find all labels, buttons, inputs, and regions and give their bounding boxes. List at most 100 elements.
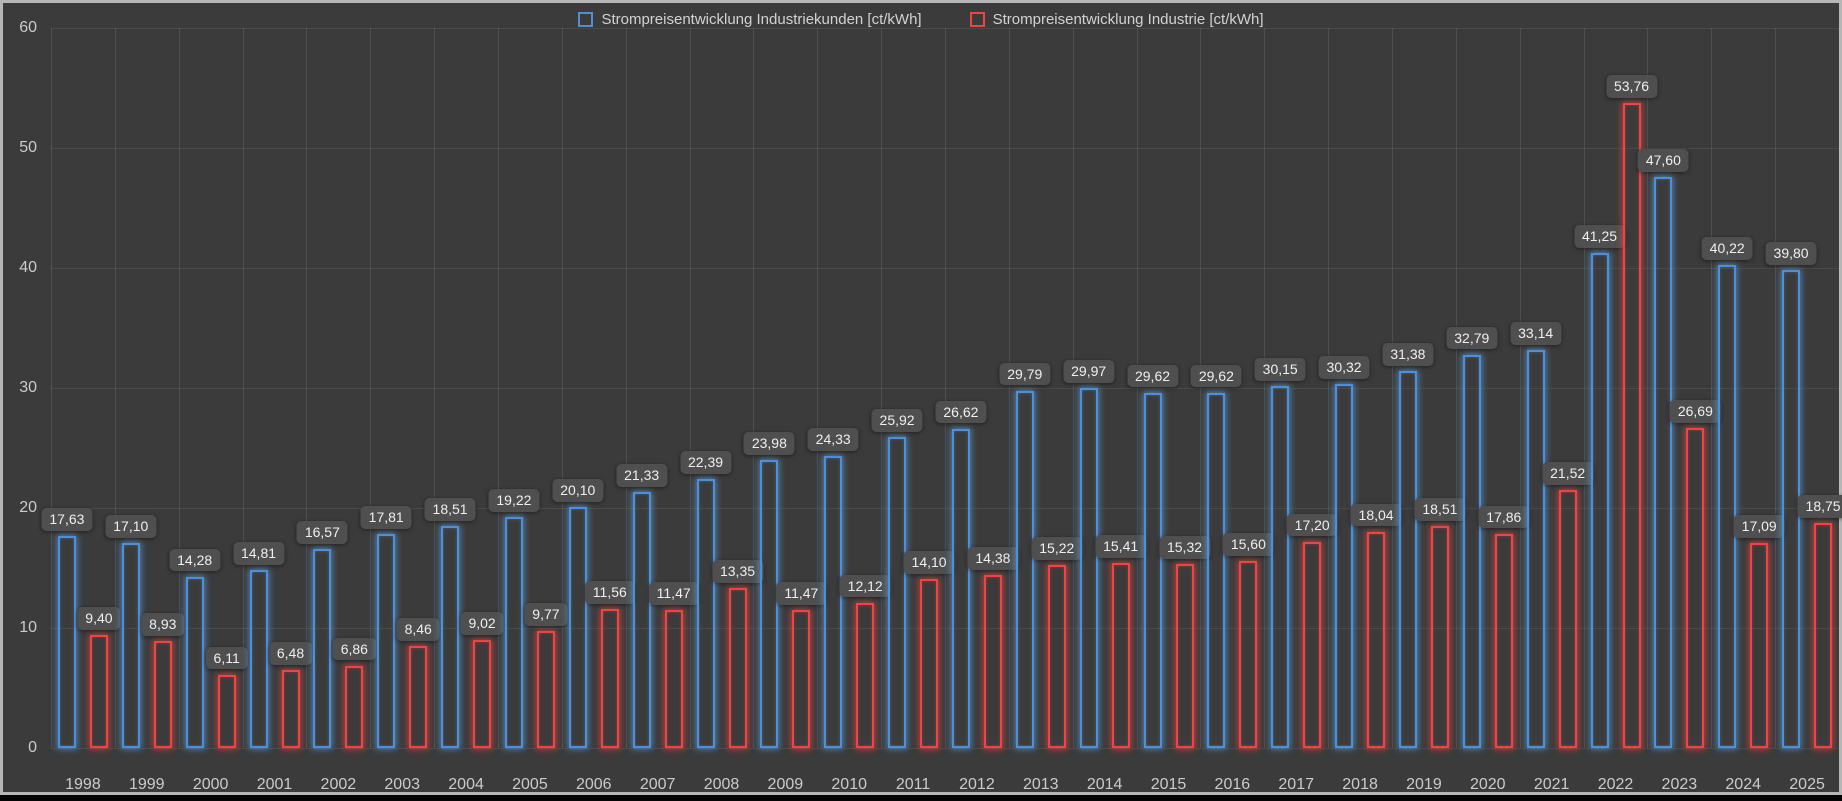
value-label-industrie-2024: 17,09 [1733, 514, 1785, 538]
bar-industrie-1998 [89, 635, 108, 748]
x-gridline [1455, 28, 1457, 748]
value-label-industrie-2002: 6,86 [332, 637, 376, 661]
x-axis-label-1999: 1999 [128, 776, 165, 793]
bar-industriekunden-2005 [504, 517, 523, 748]
y-gridline [51, 748, 1839, 749]
y-gridline [51, 28, 1839, 29]
x-axis-label-2013: 2013 [1022, 776, 1059, 793]
x-axis-label-2016: 2016 [1214, 776, 1251, 793]
bar-industriekunden-2014 [1079, 388, 1098, 748]
bar-industriekunden-1999 [121, 542, 140, 748]
x-axis-label-2020: 2020 [1469, 776, 1506, 793]
value-label-industrie-2025: 18,75 [1797, 495, 1842, 518]
x-axis-label-2000: 2000 [192, 776, 229, 793]
bar-industrie-2013 [1047, 565, 1066, 748]
bar-industriekunden-2024 [1718, 265, 1737, 748]
x-axis-label-2007: 2007 [639, 776, 676, 793]
x-gridline [945, 28, 946, 748]
x-axis-label-2014: 2014 [1086, 776, 1123, 793]
legend-item-industriekunden: Strompreisentwicklung Industriekunden [c… [578, 11, 922, 28]
x-gridline [689, 28, 691, 748]
x-gridline [1200, 28, 1202, 748]
y-axis-label: 50 [19, 139, 37, 156]
value-label-industrie-2008: 13,35 [711, 559, 764, 583]
bar-industrie-2000 [217, 674, 236, 748]
x-axis-label-2011: 2011 [895, 776, 931, 793]
bar-industriekunden-2003 [377, 534, 396, 748]
x-axis-label-2002: 2002 [320, 776, 357, 793]
x-axis-label-2001: 2001 [256, 776, 293, 793]
x-axis-label-2005: 2005 [512, 776, 548, 793]
bar-industrie-2023 [1686, 427, 1705, 748]
value-label-industrie-2022: 53,76 [1605, 74, 1658, 98]
bar-industriekunden-2010 [824, 456, 843, 748]
x-axis-label-2024: 2024 [1725, 776, 1761, 793]
value-label-industriekunden-2025: 39,80 [1765, 242, 1817, 266]
bar-industrie-2007 [664, 610, 683, 748]
value-label-industriekunden-2011: 25,92 [871, 408, 923, 432]
value-label-industriekunden-2010: 24,33 [807, 428, 859, 451]
bar-industrie-2005 [536, 630, 555, 748]
legend-label: Strompreisentwicklung Industriekunden [c… [601, 11, 922, 28]
value-label-industrie-2004: 9,02 [460, 611, 504, 635]
y-axis-label: 10 [19, 619, 37, 636]
bar-industrie-2010 [856, 602, 875, 748]
bar-industriekunden-2015 [1143, 392, 1162, 748]
x-gridline [1264, 28, 1266, 748]
bar-chart: Strompreisentwicklung Industriekunden [c… [3, 3, 1842, 793]
value-label-industrie-2021: 21,52 [1542, 461, 1594, 485]
x-gridline [51, 28, 52, 748]
window-bottom-edge [0, 795, 1842, 801]
value-label-industriekunden-2002: 16,57 [296, 521, 348, 544]
x-gridline [881, 28, 883, 748]
bar-industrie-2006 [600, 609, 619, 748]
bar-industrie-2024 [1750, 542, 1769, 748]
x-axis-label-2019: 2019 [1406, 776, 1442, 793]
bar-industriekunden-2020 [1462, 354, 1481, 748]
x-gridline [1392, 28, 1393, 748]
value-label-industrie-2007: 11,47 [648, 582, 699, 606]
x-gridline [1519, 28, 1521, 748]
bar-industrie-2004 [473, 639, 492, 748]
y-gridline [51, 388, 1839, 389]
y-axis-label: 60 [19, 19, 37, 36]
x-gridline [1072, 28, 1074, 748]
value-label-industrie-2010: 12,12 [839, 574, 891, 598]
y-gridline [51, 148, 1839, 149]
x-gridline [178, 28, 180, 748]
legend-swatch-blue-icon [578, 12, 594, 27]
value-label-industriekunden-2008: 22,39 [679, 451, 732, 475]
bar-industrie-2003 [409, 646, 428, 748]
bar-industriekunden-2019 [1398, 371, 1417, 748]
bar-industriekunden-1998 [57, 536, 76, 748]
value-label-industrie-2013: 15,22 [1031, 537, 1083, 561]
x-axis-label-2003: 2003 [384, 776, 420, 793]
value-label-industrie-2003: 8,46 [396, 618, 440, 642]
bar-industrie-2018 [1367, 531, 1386, 748]
bar-industriekunden-2011 [888, 436, 907, 748]
x-axis-label-2009: 2009 [767, 776, 804, 793]
value-label-industrie-1998: 9,40 [77, 607, 121, 630]
value-label-industriekunden-2000: 14,28 [169, 548, 221, 572]
bar-industrie-2012 [983, 575, 1002, 748]
x-gridline [1775, 28, 1777, 748]
legend-swatch-red-icon [969, 12, 985, 27]
bar-industriekunden-2017 [1271, 386, 1290, 748]
y-gridline [51, 268, 1839, 269]
x-gridline [561, 28, 563, 748]
bar-industrie-2001 [281, 670, 300, 748]
value-label-industrie-2017: 17,20 [1286, 513, 1338, 537]
value-label-industrie-1999: 8,93 [141, 612, 185, 636]
value-label-industrie-2011: 14,10 [903, 550, 955, 574]
x-axis-label-2021: 2021 [1533, 776, 1570, 793]
value-label-industriekunden-2016: 29,62 [1190, 364, 1242, 388]
bar-industriekunden-2008 [696, 479, 715, 748]
value-label-industriekunden-2004: 18,51 [424, 497, 476, 521]
x-gridline [1008, 28, 1010, 748]
legend: Strompreisentwicklung Industriekunden [c… [3, 11, 1839, 28]
value-label-industriekunden-2003: 17,81 [360, 506, 412, 530]
x-gridline [1711, 28, 1713, 748]
x-gridline [625, 28, 627, 748]
bar-industriekunden-2021 [1526, 350, 1545, 748]
